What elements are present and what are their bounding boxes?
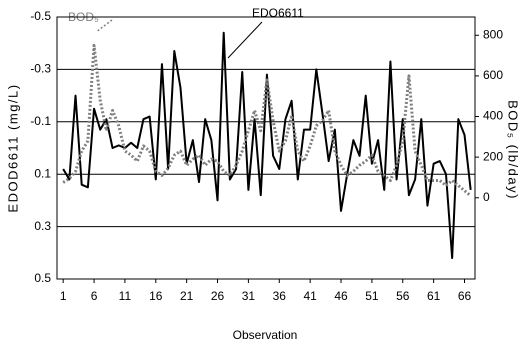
- y2-axis-label: BOD₅ (lb/day): [506, 100, 521, 200]
- x-tick-label: 56: [396, 289, 410, 303]
- data-line: [62, 43, 472, 197]
- annotation: EDO6611: [252, 6, 304, 20]
- y2-tick-label: 0: [483, 190, 490, 204]
- y-tick-label: 0.5: [34, 271, 51, 285]
- x-tick-label: 1: [60, 289, 67, 303]
- x-tick-label: 11: [119, 289, 132, 303]
- y-tick-label: -0.5: [30, 9, 51, 23]
- y-tick-label: 0.1: [34, 166, 51, 180]
- y2-tick-label: 200: [483, 149, 503, 163]
- x-tick-label: 16: [149, 289, 163, 303]
- annotation-arrow: [95, 19, 113, 33]
- y-axis-label: EDOD6611 (mg/L): [5, 83, 20, 212]
- x-tick-label: 21: [180, 289, 194, 303]
- plot-frame: [56, 16, 476, 280]
- y-tick-label: 0.3: [34, 219, 51, 233]
- x-tick-label: 51: [365, 289, 379, 303]
- y2-tick-label: 800: [483, 27, 503, 41]
- y-tick-label: -0.1: [30, 114, 51, 128]
- y-tick-label: -0.3: [30, 62, 51, 76]
- x-axis-label: Observation: [233, 328, 298, 342]
- x-tick-label: 61: [427, 289, 441, 303]
- x-tick-label: 26: [211, 289, 225, 303]
- x-tick-label: 41: [303, 289, 317, 303]
- x-tick-label: 31: [242, 289, 256, 303]
- y2-tick-label: 400: [483, 109, 503, 123]
- x-tick-label: 46: [334, 289, 348, 303]
- x-tick-label: 6: [91, 289, 98, 303]
- y2-tick-label: 600: [483, 68, 503, 82]
- x-tick-label: 66: [458, 289, 472, 303]
- data-line: [62, 31, 472, 260]
- annotation-arrow: [227, 21, 263, 59]
- x-tick-label: 36: [273, 289, 287, 303]
